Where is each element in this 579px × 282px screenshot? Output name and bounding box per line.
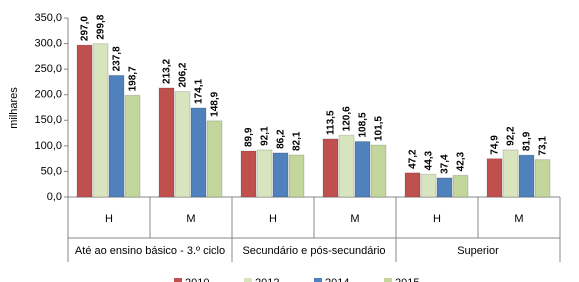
group-label: Secundário e pós-secundário (242, 245, 385, 257)
value-label: 82,1 (292, 131, 303, 151)
bar (76, 44, 93, 198)
y-tick-label: 300,0 (34, 37, 62, 49)
y-tick-label: 0,0 (47, 191, 62, 203)
legend-label: 2010 (185, 277, 209, 282)
y-tick-label: 50,0 (41, 165, 62, 177)
value-label: 113,5 (326, 110, 337, 135)
value-label: 86,2 (276, 129, 287, 149)
value-label: 148,9 (210, 91, 221, 116)
legend-label: 2014 (325, 277, 349, 282)
legend-swatch (244, 278, 252, 282)
value-label: 101,5 (374, 116, 385, 141)
bar (452, 174, 469, 198)
value-label: 73,1 (538, 136, 549, 156)
value-label: 213,2 (162, 59, 173, 84)
x-tick-label: M (350, 213, 359, 225)
x-tick-label: M (514, 213, 523, 225)
bar (256, 149, 273, 198)
value-label: 174,1 (194, 78, 205, 103)
bar (158, 87, 175, 198)
value-label: 42,3 (456, 151, 467, 171)
legend-label: 2015 (395, 277, 419, 282)
value-label: 206,2 (178, 62, 189, 87)
x-tick-label: H (269, 213, 277, 225)
legend-swatch (384, 278, 392, 282)
y-axis-label: milhares (8, 87, 20, 129)
legend-swatch (314, 278, 322, 282)
bar (190, 107, 207, 198)
bar (240, 150, 257, 198)
value-label: 81,9 (522, 131, 533, 151)
bar (338, 134, 355, 198)
group-label: Até ao ensino básico - 3.º ciclo (75, 245, 225, 257)
bar (420, 173, 437, 198)
bar (486, 158, 503, 198)
value-label: 297,0 (80, 16, 91, 41)
x-tick-label: M (186, 213, 195, 225)
bar (354, 141, 371, 198)
bar (288, 154, 305, 198)
bar (322, 138, 339, 198)
y-tick-label: 200,0 (34, 89, 62, 101)
x-tick-label: H (105, 213, 113, 225)
value-label: 37,4 (440, 154, 451, 174)
y-tick-label: 350,0 (34, 12, 62, 24)
bar (108, 74, 125, 198)
y-tick-label: 250,0 (34, 63, 62, 75)
legend-label: 2012 (255, 277, 279, 282)
bar (272, 152, 289, 198)
y-tick-label: 100,0 (34, 140, 62, 152)
value-label: 198,7 (128, 66, 139, 91)
bar (502, 149, 519, 198)
bar (92, 43, 109, 198)
value-label: 299,8 (96, 14, 107, 39)
bar (534, 159, 551, 198)
bar (206, 120, 223, 198)
bar (404, 172, 421, 198)
value-label: 89,9 (244, 127, 255, 147)
x-tick-label: H (433, 213, 441, 225)
value-label: 47,2 (408, 149, 419, 169)
bar (124, 94, 141, 198)
bar (436, 177, 453, 198)
bar (370, 144, 387, 198)
value-label: 92,2 (506, 126, 517, 146)
y-tick-label: 150,0 (34, 114, 62, 126)
value-label: 237,8 (112, 46, 123, 71)
legend-swatch (174, 278, 182, 282)
value-label: 108,5 (358, 112, 369, 137)
value-label: 74,9 (490, 135, 501, 155)
bar (518, 154, 535, 198)
value-label: 92,1 (260, 126, 271, 146)
value-label: 44,3 (424, 150, 435, 170)
value-label: 120,6 (342, 106, 353, 131)
bar (174, 91, 191, 198)
group-label: Superior (457, 245, 499, 257)
